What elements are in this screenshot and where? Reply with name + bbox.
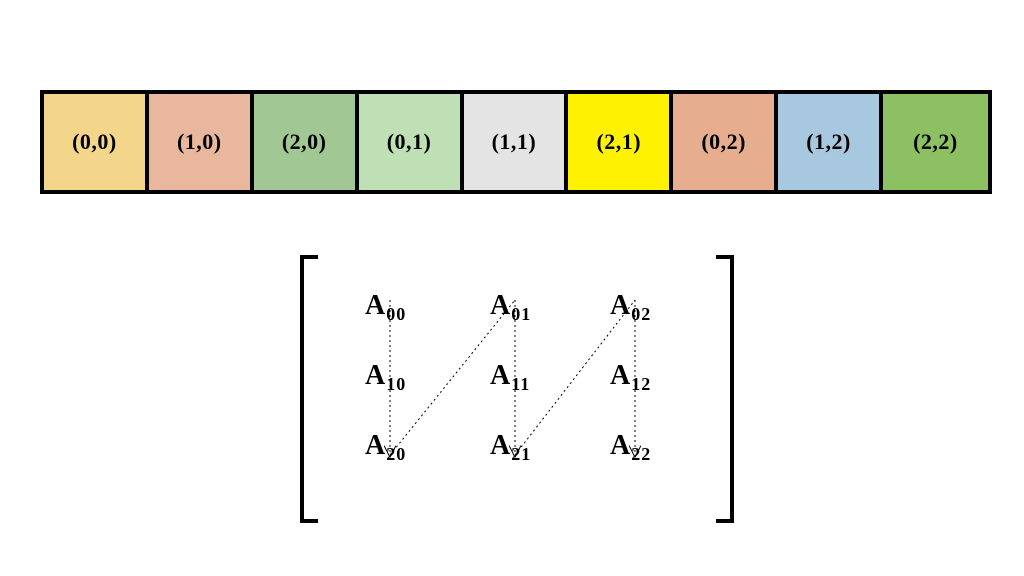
matrix-bracket-right	[716, 255, 734, 523]
matrix-entry: A21	[490, 430, 531, 462]
matrix-entry-subscript: 22	[631, 444, 651, 464]
matrix-bracket-left	[300, 255, 318, 523]
array-cell: (1,0)	[149, 94, 254, 190]
array-cell: (0,0)	[44, 94, 149, 190]
matrix-entry-subscript: 20	[386, 444, 406, 464]
matrix-entry: A12	[610, 360, 651, 392]
matrix-entry-subscript: 11	[511, 374, 530, 394]
matrix-entry-subscript: 21	[511, 444, 531, 464]
array-cell-label: (2,2)	[913, 129, 958, 155]
array-cell: (2,0)	[254, 94, 359, 190]
matrix-entry: A10	[365, 360, 406, 392]
array-cell-label: (0,1)	[387, 129, 432, 155]
array-cell: (1,1)	[464, 94, 569, 190]
array-cell-label: (1,0)	[177, 129, 222, 155]
matrix-entry: A00	[365, 290, 406, 322]
matrix-entry: A20	[365, 430, 406, 462]
matrix-entry-subscript: 10	[386, 374, 406, 394]
matrix-entry-symbol: A	[610, 360, 631, 391]
matrix-entry-subscript: 00	[386, 304, 406, 324]
array-cell-label: (1,1)	[492, 129, 537, 155]
array-cell-label: (2,1)	[596, 129, 641, 155]
matrix-entry-symbol: A	[365, 430, 386, 461]
traversal-arrows	[0, 0, 1024, 576]
array-cell-label: (1,2)	[806, 129, 851, 155]
matrix-entry-symbol: A	[610, 430, 631, 461]
matrix-entry: A01	[490, 290, 531, 322]
matrix-entry-subscript: 01	[511, 304, 531, 324]
array-cell: (1,2)	[778, 94, 883, 190]
array-cell: (2,2)	[883, 94, 988, 190]
array-cell-label: (0,2)	[701, 129, 746, 155]
array-cell: (2,1)	[568, 94, 673, 190]
matrix-entry-subscript: 12	[631, 374, 651, 394]
matrix-entry: A02	[610, 290, 651, 322]
array-cell-label: (0,0)	[72, 129, 117, 155]
matrix-entry-subscript: 02	[631, 304, 651, 324]
matrix-entry-symbol: A	[365, 290, 386, 321]
array-cell: (0,2)	[673, 94, 778, 190]
matrix-entry-symbol: A	[610, 290, 631, 321]
matrix-entry: A22	[610, 430, 651, 462]
linear-array: (0,0) (1,0) (2,0) (0,1) (1,1) (2,1) (0,2) (1,2)…	[40, 90, 992, 194]
matrix-entry-symbol: A	[490, 430, 511, 461]
matrix-entry-symbol: A	[365, 360, 386, 391]
matrix-entry-symbol: A	[490, 290, 511, 321]
array-cell: (0,1)	[359, 94, 464, 190]
matrix-entry-symbol: A	[490, 360, 511, 391]
array-cell-label: (2,0)	[282, 129, 327, 155]
matrix-entry: A11	[490, 360, 530, 392]
